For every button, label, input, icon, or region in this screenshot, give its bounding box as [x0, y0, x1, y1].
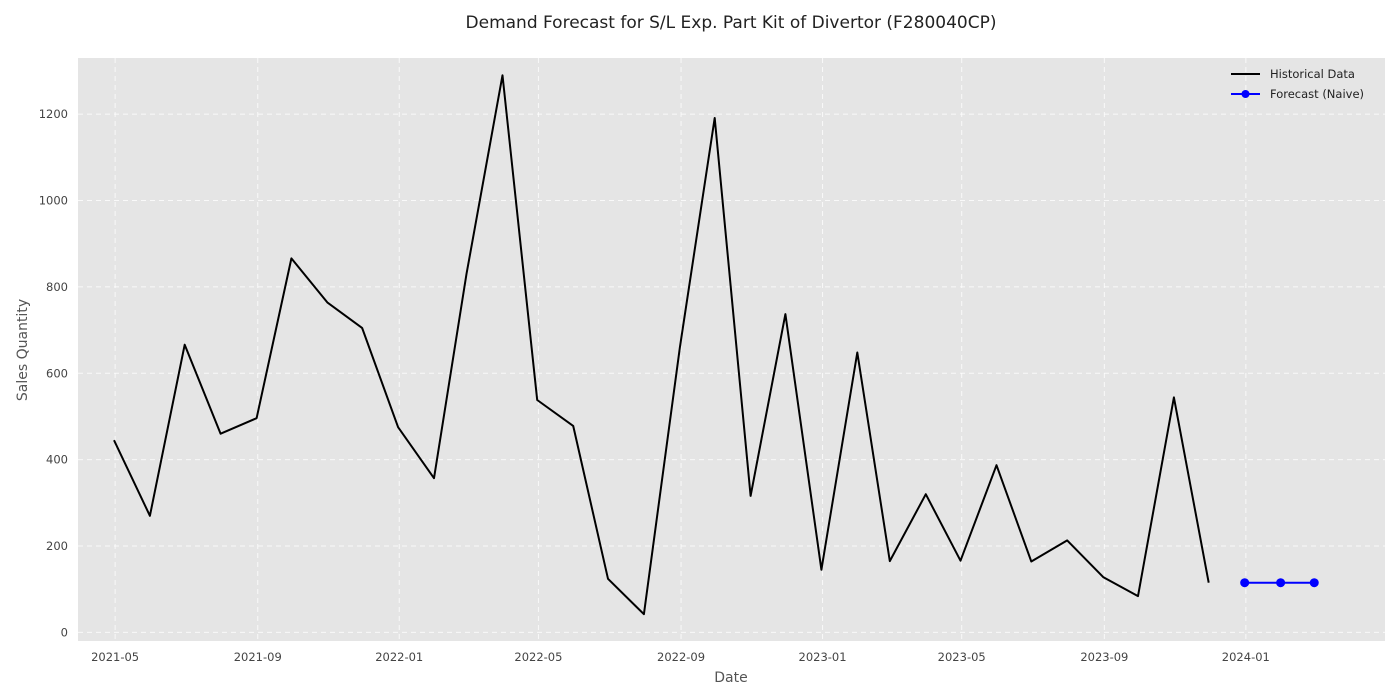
forecast-point [1240, 578, 1250, 588]
x-axis: 2021-05 2021-09 2022-01 2022-05 2022-09 2023-… [91, 650, 1270, 664]
x-tick-label: 2021-05 [91, 650, 139, 664]
x-tick-label: 2022-09 [657, 650, 705, 664]
series-line-historical [113, 74, 1210, 616]
y-tick-label: 0 [61, 625, 68, 639]
x-tick-label: 2023-01 [799, 650, 847, 664]
legend-historical-label: Historical Data [1270, 67, 1355, 81]
grid [78, 58, 1385, 641]
x-tick-label: 2023-05 [938, 650, 986, 664]
plot-area [78, 58, 1385, 641]
x-tick-label: 2021-09 [234, 650, 282, 664]
y-tick-label: 600 [46, 366, 68, 380]
y-axis-label: Sales Quantity [15, 299, 31, 401]
legend: Historical Data Forecast (Naive) [1231, 67, 1364, 101]
x-axis-label: Date [714, 670, 747, 686]
y-tick-label: 1200 [39, 107, 68, 121]
legend-forecast-marker [1241, 90, 1250, 98]
x-tick-label: 2024-01 [1222, 650, 1270, 664]
legend-forecast-label: Forecast (Naive) [1270, 87, 1364, 101]
forecast-point [1276, 578, 1286, 588]
chart-title: Demand Forecast for S/L Exp. Part Kit of… [466, 13, 997, 33]
series-layer [113, 74, 1319, 616]
x-tick-label: 2023-09 [1080, 650, 1128, 664]
forecast-point [1309, 578, 1319, 588]
x-tick-label: 2022-05 [514, 650, 562, 664]
x-tick-label: 2022-01 [375, 650, 423, 664]
y-tick-label: 200 [46, 539, 68, 553]
y-tick-label: 1000 [39, 194, 68, 208]
y-axis: 0 200 400 600 800 1000 1200 [39, 107, 68, 639]
y-tick-label: 800 [46, 280, 68, 294]
y-tick-label: 400 [46, 453, 68, 467]
